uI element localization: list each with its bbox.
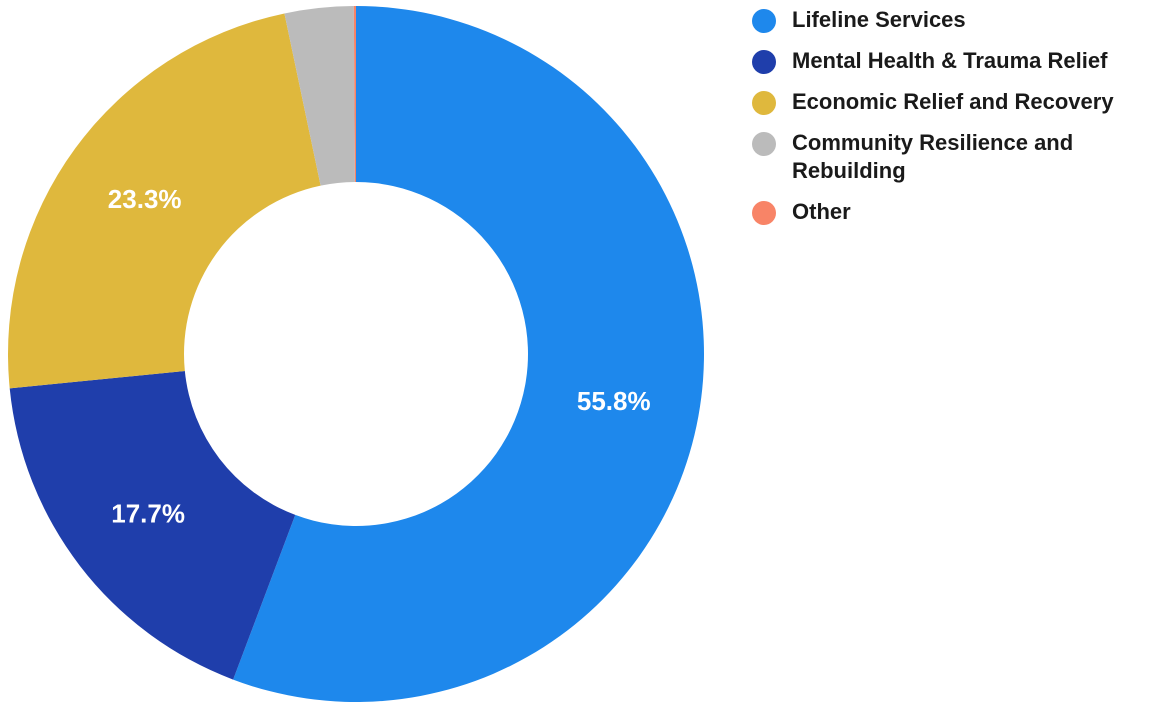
legend-item: Community Resilience and Rebuilding xyxy=(752,129,1157,185)
legend-label: Lifeline Services xyxy=(792,6,966,34)
slice-data-label: 23.3% xyxy=(108,184,182,214)
slice-data-label: 55.8% xyxy=(577,386,651,416)
legend-item: Other xyxy=(752,198,1157,226)
legend-label: Other xyxy=(792,198,851,226)
legend-item: Economic Relief and Recovery xyxy=(752,88,1157,116)
donut-chart-svg: 55.8% 17.7% 23.3% xyxy=(0,0,720,704)
slice-data-label: 17.7% xyxy=(111,498,185,528)
legend-swatch-icon xyxy=(752,91,776,115)
legend-swatch-icon xyxy=(752,132,776,156)
legend-label: Community Resilience and Rebuilding xyxy=(792,129,1157,185)
legend-label: Economic Relief and Recovery xyxy=(792,88,1114,116)
legend-swatch-icon xyxy=(752,9,776,33)
legend-item: Mental Health & Trauma Relief xyxy=(752,47,1157,75)
legend-label: Mental Health & Trauma Relief xyxy=(792,47,1107,75)
legend-swatch-icon xyxy=(752,201,776,225)
donut-chart: 55.8% 17.7% 23.3% xyxy=(0,0,720,704)
legend-item: Lifeline Services xyxy=(752,6,1157,34)
legend-swatch-icon xyxy=(752,50,776,74)
chart-legend: Lifeline Services Mental Health & Trauma … xyxy=(752,6,1157,239)
